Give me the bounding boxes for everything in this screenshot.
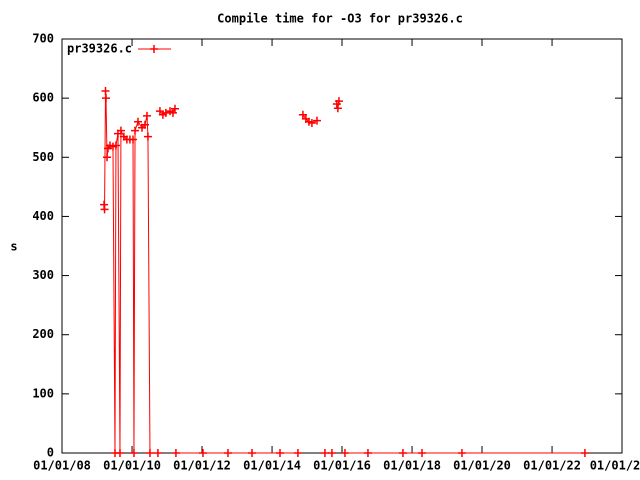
point-marker [129, 135, 138, 144]
legend-label: pr39326.c [67, 42, 132, 56]
point-marker [161, 108, 170, 117]
point-marker [168, 108, 177, 117]
point-marker [398, 449, 407, 457]
y-tick-label: 700 [32, 32, 54, 46]
y-tick-label: 600 [32, 91, 54, 105]
point-marker [116, 126, 125, 135]
point-marker [333, 104, 342, 113]
point-marker [320, 449, 329, 457]
point-marker [101, 94, 110, 103]
y-axis-label: s [10, 240, 17, 254]
x-tick-label: 01/01/08 [33, 459, 91, 473]
point-marker [171, 449, 180, 457]
point-marker [170, 104, 179, 113]
x-tick-label: 01/01/20 [453, 459, 511, 473]
point-marker [143, 132, 152, 141]
legend-marker [150, 45, 158, 53]
y-tick-label: 0 [47, 446, 54, 460]
point-marker [142, 111, 151, 120]
point-marker [418, 449, 427, 457]
point-marker [293, 449, 302, 457]
point-marker [307, 118, 316, 127]
point-marker [101, 87, 110, 96]
x-tick-label: 01/01/22 [523, 459, 581, 473]
x-tick-label: 01/01/14 [243, 459, 301, 473]
x-tick-label: 01/01/10 [103, 459, 161, 473]
point-marker [198, 449, 207, 457]
chart-title: Compile time for -O3 for pr39326.c [217, 12, 463, 26]
y-tick-label: 300 [32, 268, 54, 282]
point-marker [298, 110, 307, 119]
y-tick-label: 100 [32, 386, 54, 400]
point-marker [276, 449, 285, 457]
point-marker [334, 97, 343, 106]
y-tick-label: 200 [32, 327, 54, 341]
point-marker [131, 126, 140, 135]
point-marker [115, 449, 124, 457]
point-marker [340, 449, 349, 457]
point-marker [457, 449, 466, 457]
point-marker [327, 449, 336, 457]
point-marker [140, 120, 149, 129]
point-marker [248, 449, 257, 457]
point-marker [312, 116, 321, 125]
x-tick-label: 01/01/16 [313, 459, 371, 473]
point-marker [145, 449, 154, 457]
point-marker [129, 449, 138, 457]
x-tick-label: 01/01/18 [383, 459, 441, 473]
point-marker [153, 449, 162, 457]
x-tick-label: 01/01/12 [173, 459, 231, 473]
y-tick-label: 400 [32, 209, 54, 223]
y-tick-label: 500 [32, 150, 54, 164]
point-marker [223, 449, 232, 457]
point-marker [111, 141, 120, 150]
point-marker [133, 117, 142, 126]
point-marker [103, 153, 112, 162]
point-marker [363, 449, 372, 457]
x-tick-label: 01/01/2 [590, 459, 640, 473]
point-marker [580, 449, 589, 457]
point-marker [100, 205, 109, 214]
